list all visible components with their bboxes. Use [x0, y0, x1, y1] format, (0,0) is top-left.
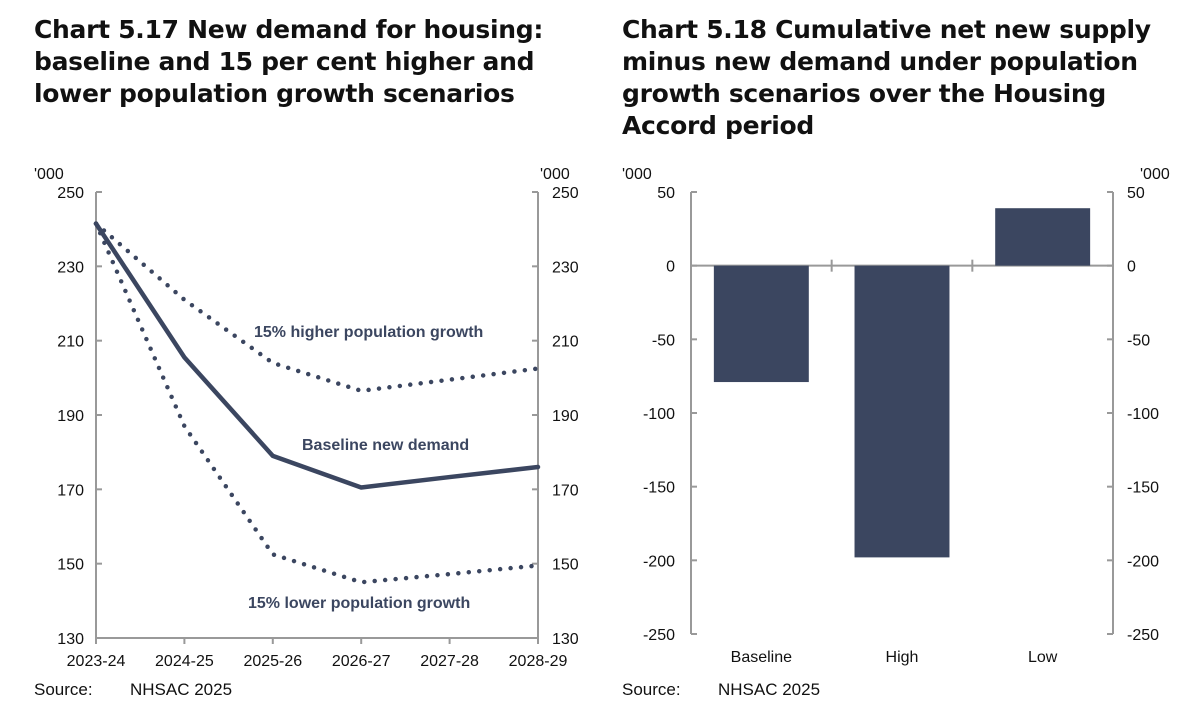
- left-unit-label: '000: [34, 166, 64, 183]
- right-unit-label: '000: [540, 166, 570, 183]
- x-tick-label: High: [886, 649, 919, 666]
- source-note-5-18: Source: NHSAC 2025: [622, 680, 820, 700]
- x-tick-label: 2028-29: [509, 653, 568, 670]
- left-unit-label: '000: [622, 166, 652, 183]
- x-tick-label: 2023-24: [67, 653, 126, 670]
- y-tick-label-left: -100: [643, 406, 675, 423]
- y-tick-label-right: -100: [1127, 406, 1159, 423]
- y-tick-label-left: 50: [657, 185, 675, 202]
- y-tick-label-left: -150: [643, 480, 675, 497]
- y-tick-label-left: 210: [57, 334, 84, 351]
- right-unit-label: '000: [1140, 166, 1170, 183]
- baseline-annotation: Baseline new demand: [302, 437, 469, 454]
- chart-5-17-title: Chart 5.17 New demand for housing: basel…: [34, 15, 544, 108]
- y-tick-label-left: -200: [643, 553, 675, 570]
- y-tick-label-right: 190: [552, 408, 579, 425]
- y-tick-label-left: -50: [652, 332, 675, 349]
- y-tick-label-right: -150: [1127, 480, 1159, 497]
- source-text: NHSAC 2025: [130, 680, 233, 699]
- y-tick-label-left: 190: [57, 408, 84, 425]
- source-note-5-17: Source: NHSAC 2025: [34, 680, 232, 700]
- bar-baseline: [713, 265, 809, 383]
- y-tick-label-right: 250: [552, 185, 579, 202]
- source-text: NHSAC 2025: [718, 680, 821, 699]
- y-tick-label-left: 250: [57, 185, 84, 202]
- bar-chart-5-18: '000 '000 50 50 0 0 -50 -50 -100 -100 -150 -150 -2…: [622, 166, 1170, 666]
- x-tick-label: 2027-28: [420, 653, 479, 670]
- y-tick-label-left: 150: [57, 557, 84, 574]
- bar-high: [854, 265, 950, 558]
- line-chart-5-17: '000 '000 250 250 230 230 210 210 190 190 170 170…: [34, 166, 579, 670]
- series-line-lower: [93, 221, 541, 585]
- y-tick-label-right: 150: [552, 557, 579, 574]
- x-tick-label: 2024-25: [155, 653, 214, 670]
- y-tick-label-left: -250: [643, 627, 675, 644]
- y-tick-label-right: 170: [552, 482, 579, 499]
- higher-growth-annotation: 15% higher population growth: [254, 324, 483, 341]
- y-tick-label-right: -50: [1127, 332, 1150, 349]
- y-tick-label-left: 0: [666, 259, 675, 276]
- y-tick-label-right: 0: [1127, 259, 1136, 276]
- y-tick-label-left: 130: [57, 631, 84, 648]
- series-line-baseline: [93, 221, 541, 490]
- x-tick-label: Low: [1028, 649, 1058, 666]
- y-tick-label-right: -200: [1127, 553, 1159, 570]
- lower-growth-annotation: 15% lower population growth: [248, 595, 470, 612]
- series-line-higher: [93, 221, 541, 394]
- x-tick-label: 2026-27: [332, 653, 391, 670]
- y-tick-label-right: 130: [552, 631, 579, 648]
- y-tick-label-right: 210: [552, 334, 579, 351]
- y-tick-label-right: 50: [1127, 185, 1145, 202]
- y-tick-label-right: -250: [1127, 627, 1159, 644]
- y-tick-label-right: 230: [552, 259, 579, 276]
- bar-low: [995, 208, 1091, 266]
- chart-5-18-title: Chart 5.18 Cumulative net new supply min…: [622, 15, 1151, 140]
- x-tick-label: 2025-26: [243, 653, 302, 670]
- y-tick-label-left: 170: [57, 482, 84, 499]
- source-label: Source:: [34, 680, 93, 699]
- x-tick-label: Baseline: [731, 649, 792, 666]
- source-label: Source:: [622, 680, 681, 699]
- y-tick-label-left: 230: [57, 259, 84, 276]
